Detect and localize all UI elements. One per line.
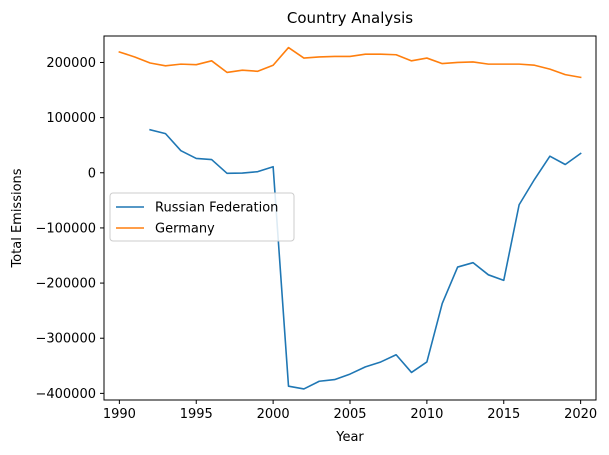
x-axis-label: Year	[335, 430, 364, 445]
x-axis-ticks: 1990 1995 2000 2005 2010 2015 2020	[103, 400, 597, 422]
x-tick-label: 2015	[487, 407, 520, 422]
y-tick-label: 100000	[46, 111, 96, 126]
chart-title: Country Analysis	[287, 9, 413, 27]
legend-box	[109, 192, 295, 242]
x-tick-label: 1990	[103, 407, 136, 422]
series-lines	[118, 46, 582, 390]
y-tick-label: 0	[88, 166, 96, 181]
x-tick-label: 2005	[333, 407, 366, 422]
legend-entry-label: Germany	[155, 222, 215, 237]
y-tick-label: −100000	[35, 221, 96, 236]
y-axis-ticks: −400000 −300000 −200000 −100000 0 100000 20000…	[35, 56, 104, 402]
x-tick-label: 2010	[410, 407, 443, 422]
x-tick-label: 2020	[564, 407, 597, 422]
y-axis-label: Total Emissions	[10, 168, 25, 268]
y-tick-label: −400000	[35, 387, 96, 402]
x-tick-label: 1995	[180, 407, 213, 422]
series-line-germany	[118, 46, 582, 79]
series-line-russian-federation	[149, 128, 582, 390]
y-tick-label: 200000	[46, 56, 96, 71]
legend-entry-label: Russian Federation	[155, 201, 278, 216]
x-tick-label: 2000	[257, 407, 290, 422]
y-tick-label: −200000	[35, 277, 96, 292]
legend: Russian Federation Germany	[109, 192, 295, 242]
y-tick-label: −300000	[35, 332, 96, 347]
